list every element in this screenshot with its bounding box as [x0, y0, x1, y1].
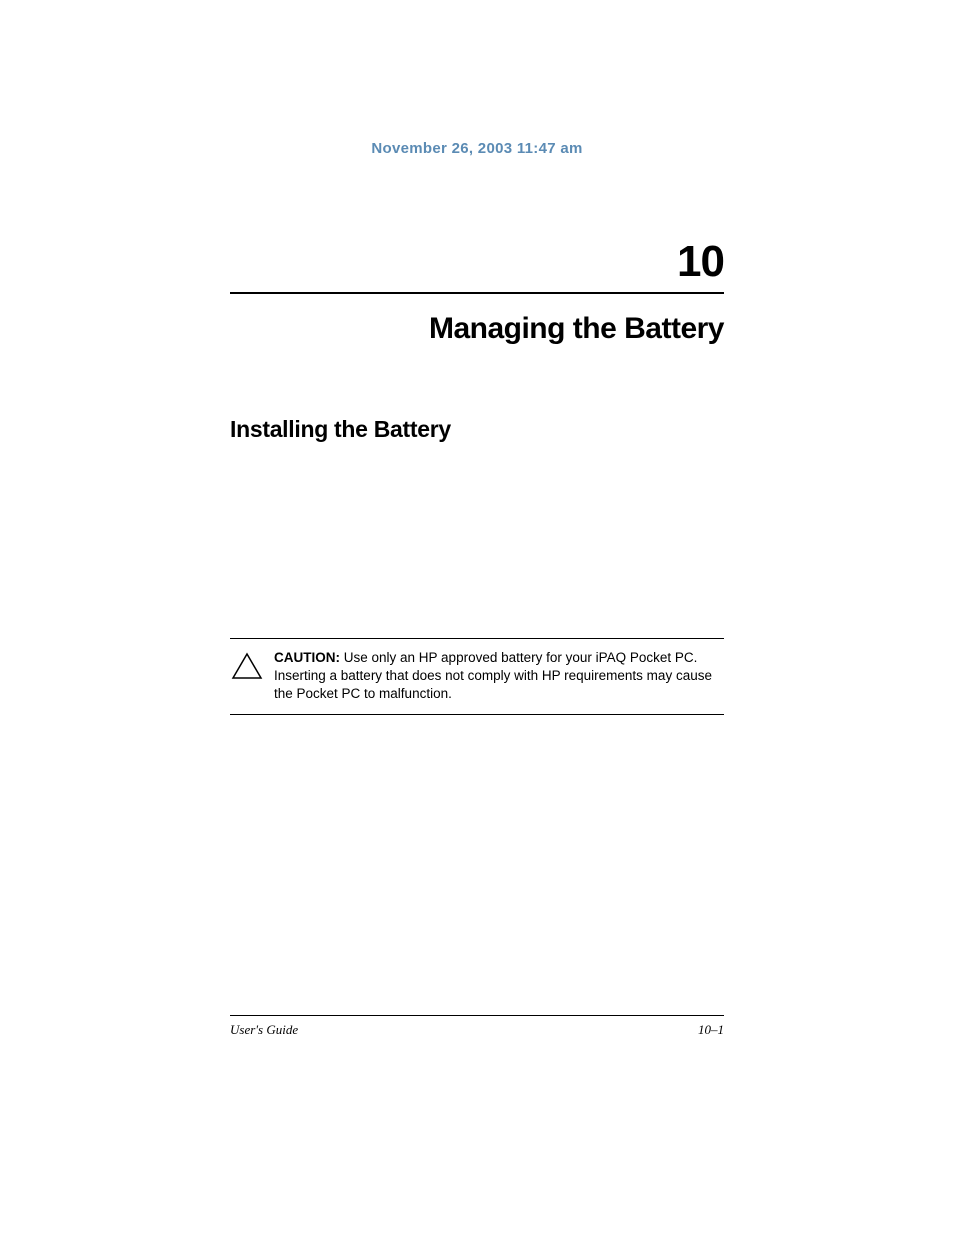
caution-label: CAUTION:	[274, 650, 340, 665]
caution-box: CAUTION: Use only an HP approved battery…	[230, 638, 724, 715]
footer-content: User's Guide 10–1	[230, 1022, 724, 1038]
caution-triangle-icon	[230, 651, 264, 681]
footer-divider	[230, 1015, 724, 1016]
footer-page-number: 10–1	[698, 1022, 724, 1038]
chapter-title: Managing the Battery	[230, 312, 724, 346]
caution-text: CAUTION: Use only an HP approved battery…	[274, 649, 724, 704]
section-heading: Installing the Battery	[230, 416, 724, 443]
page-footer: User's Guide 10–1	[230, 1015, 724, 1038]
page-content: November 26, 2003 11:47 am 10 Managing t…	[230, 140, 724, 715]
chapter-number: 10	[230, 237, 724, 287]
footer-guide-label: User's Guide	[230, 1022, 298, 1038]
draft-timestamp: November 26, 2003 11:47 am	[230, 140, 724, 157]
caution-body: Use only an HP approved battery for your…	[274, 650, 712, 701]
chapter-divider	[230, 292, 724, 294]
